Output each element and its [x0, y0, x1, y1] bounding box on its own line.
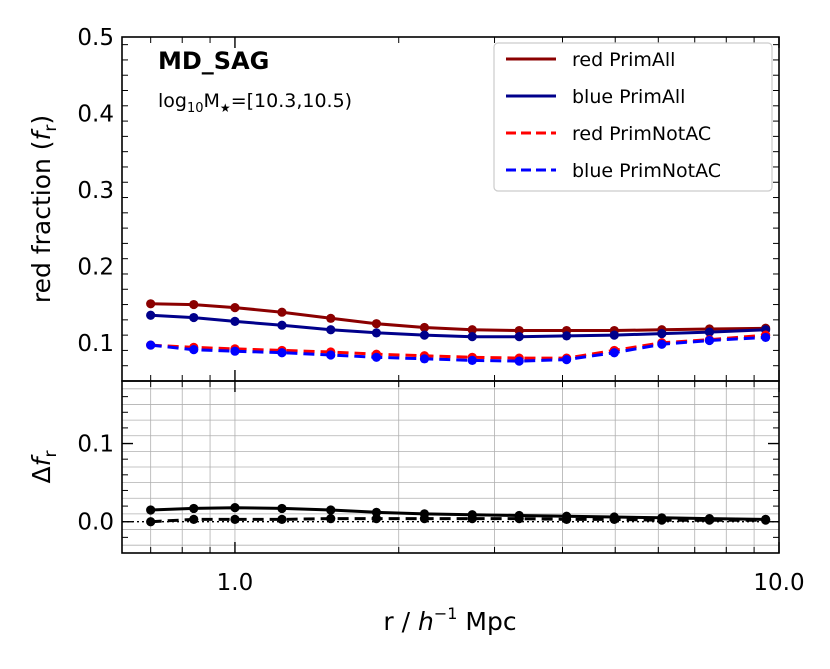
data-point-1-4 — [326, 514, 336, 524]
subtitle-suffix: =[10.3,10.5) — [231, 90, 352, 112]
ylabel-top-sub: r — [41, 125, 61, 132]
data-point-1-3 — [277, 320, 287, 330]
data-point-1-10 — [609, 330, 619, 340]
axis-tick-labels: 1.0 10.0 0.1 0.2 0.3 0.4 0.5 0.0 0.1 — [77, 25, 804, 596]
y-top-tick-label: 0.3 — [77, 178, 114, 204]
data-point-1-6 — [419, 514, 430, 524]
series-line-3 — [150, 335, 766, 363]
series-line-0 — [150, 302, 766, 332]
data-point-3-8 — [514, 356, 524, 366]
data-point-3-0 — [146, 340, 156, 350]
y-top-tick-label: 0.4 — [77, 101, 114, 127]
bottom-panel-series — [146, 503, 771, 527]
y-top-tick-label: 0.5 — [77, 25, 114, 51]
data-point-3-11 — [657, 339, 667, 349]
data-point-3-6 — [419, 354, 430, 364]
y-top-tick-label: 0.2 — [77, 254, 114, 280]
data-point-1-7 — [467, 332, 477, 342]
legend-label-3: blue PrimNotAC — [572, 160, 721, 182]
xlabel-italic: h — [418, 607, 434, 636]
data-point-1-11 — [657, 329, 667, 339]
data-point-3-12 — [704, 335, 715, 346]
data-point-0-3 — [277, 307, 287, 317]
ylabel-bottom-sub: r — [41, 451, 61, 458]
subtitle-sub: 10 — [187, 101, 204, 116]
data-point-0-6 — [419, 322, 430, 333]
data-point-3-13 — [761, 332, 771, 343]
data-point-3-5 — [371, 352, 382, 362]
series-line-0 — [150, 506, 766, 521]
data-point-3-3 — [277, 348, 287, 358]
data-point-1-4 — [326, 325, 336, 335]
data-point-1-5 — [371, 328, 382, 338]
data-point-0-5 — [371, 319, 382, 329]
data-point-3-9 — [561, 354, 572, 365]
data-point-1-9 — [561, 514, 572, 524]
data-point-1-0 — [146, 517, 156, 527]
data-point-1-2 — [230, 316, 240, 326]
data-point-1-9 — [561, 331, 572, 341]
legend-label-2: red PrimNotAC — [572, 123, 711, 145]
legend-label-1: blue PrimAll — [572, 86, 685, 108]
data-point-3-4 — [326, 350, 336, 360]
data-point-1-1 — [189, 312, 199, 323]
data-point-0-0 — [146, 299, 156, 309]
data-point-1-3 — [277, 514, 287, 524]
series-line-1 — [150, 517, 766, 524]
data-point-3-7 — [467, 355, 477, 365]
x-tick-label: 10.0 — [753, 570, 804, 596]
data-point-1-6 — [419, 330, 430, 340]
xlabel-pre: r / — [383, 607, 418, 636]
x-tick-label: 1.0 — [217, 570, 254, 596]
bottom-panel-frame — [121, 380, 780, 554]
ylabel-top-post: ) — [27, 115, 56, 125]
data-point-1-8 — [514, 514, 524, 524]
y-top-tick-label: 0.1 — [77, 331, 114, 357]
subtitle-star: ★ — [220, 101, 231, 115]
series-line-2 — [150, 333, 766, 360]
xlabel-sup: −1 — [434, 604, 458, 623]
data-point-0-3 — [277, 503, 287, 514]
subtitle-mid: M — [204, 90, 220, 112]
data-point-1-12 — [704, 327, 715, 337]
data-point-0-4 — [326, 505, 336, 515]
data-point-1-11 — [657, 515, 667, 525]
data-point-0-4 — [326, 313, 336, 323]
data-point-0-7 — [467, 325, 477, 335]
legend: red PrimAll blue PrimAll red PrimNotAC blue… — [493, 42, 773, 192]
subtitle-prefix: log — [158, 90, 187, 112]
chart-subtitle: log10M★=[10.3,10.5) — [158, 90, 352, 116]
data-point-1-13 — [761, 515, 771, 525]
data-point-1-10 — [609, 514, 619, 524]
x-axis-label: r / h−1 Mpc — [383, 604, 516, 636]
legend-label-0: red PrimAll — [572, 49, 675, 71]
xlabel-post: Mpc — [457, 607, 516, 636]
y-bottom-tick-label: 0.0 — [77, 510, 114, 536]
data-point-3-2 — [230, 346, 240, 356]
ylabel-top-pre: red fraction ( — [27, 140, 56, 303]
data-point-0-0 — [146, 505, 156, 515]
data-point-1-7 — [467, 514, 477, 524]
data-point-3-10 — [609, 348, 619, 358]
data-point-1-8 — [514, 332, 524, 342]
data-point-0-2 — [230, 303, 240, 313]
data-point-0-1 — [189, 299, 199, 310]
data-point-0-2 — [230, 503, 240, 513]
data-point-1-1 — [189, 514, 199, 524]
data-point-3-1 — [189, 345, 199, 355]
data-point-0-1 — [189, 503, 199, 514]
legend-box — [493, 42, 773, 192]
data-point-1-0 — [146, 310, 156, 320]
y-axis-label-top: red fraction (fr) — [27, 115, 61, 303]
data-point-1-2 — [230, 514, 240, 524]
ylabel-bottom-pre: Δ — [27, 466, 56, 483]
chart-title: MD_SAG — [158, 47, 269, 75]
series-line-1 — [150, 313, 766, 339]
top-panel-series — [146, 299, 771, 366]
data-point-1-5 — [371, 514, 382, 524]
y-bottom-tick-label: 0.1 — [77, 432, 114, 458]
data-point-1-12 — [704, 515, 715, 525]
